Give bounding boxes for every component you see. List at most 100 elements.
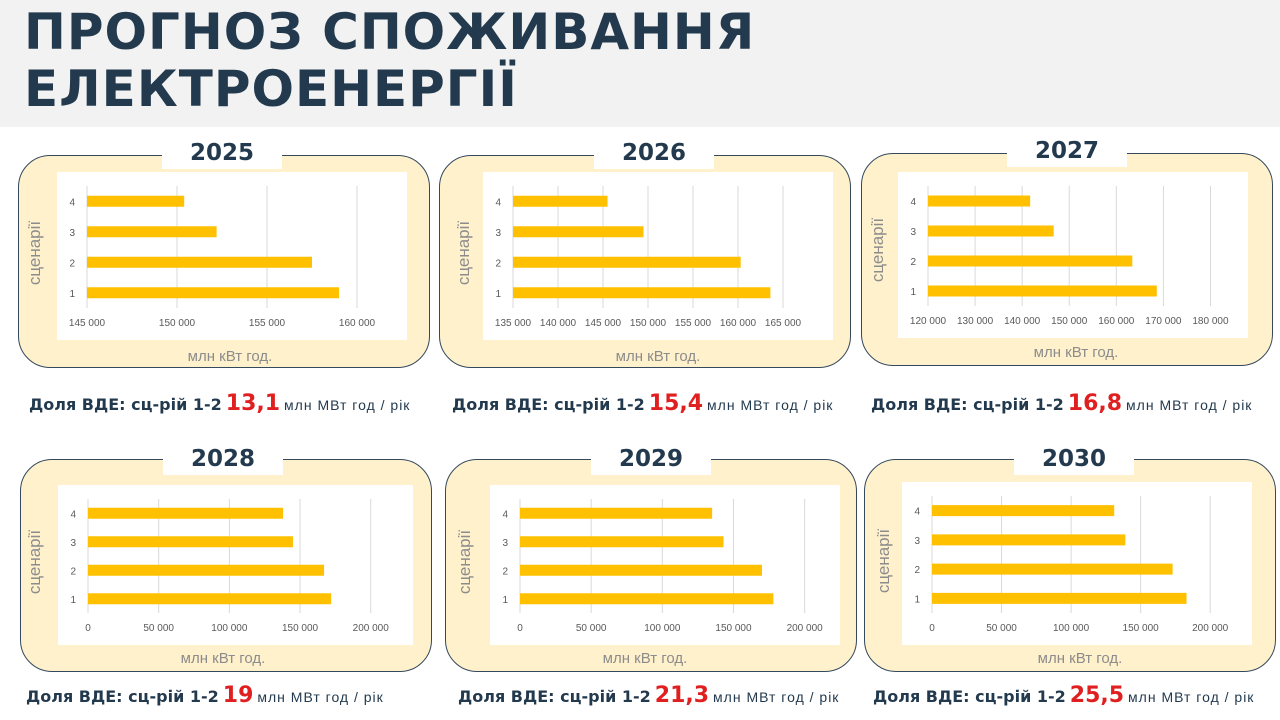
y-tick-label: 1 [502, 595, 508, 606]
x-tick-label: 130 000 [957, 316, 994, 327]
y-tick-label: 3 [502, 538, 508, 549]
y-tick-label: 1 [69, 289, 75, 300]
y-axis-label-2028: сценарії [25, 529, 44, 595]
vde-share-value: 21,3 [654, 683, 710, 708]
x-tick-label: 50 000 [576, 623, 607, 634]
x-tick-label: 0 [85, 623, 91, 634]
plot-area-2025: 145 000 150 000 155 000 160 000 1 2 3 4 [57, 172, 407, 340]
x-tick-label: 150 000 [159, 318, 196, 329]
x-tick-label: 155 000 [249, 318, 286, 329]
x-tick-label: 200 000 [1192, 623, 1229, 634]
y-tick-label: 3 [910, 227, 916, 238]
x-tick-label: 0 [517, 623, 523, 634]
vde-share-2030: Доля ВДЕ: сц-рій 1-2 25,5 млн МВт год / рі… [873, 683, 1254, 708]
x-axis-label-2030: млн кВт год. [1037, 650, 1123, 667]
y-axis-label-2029: сценарії [455, 529, 474, 595]
bar-scenario-3 [88, 536, 293, 548]
vde-share-unit: млн МВт год / рік [284, 397, 411, 413]
vde-share-2029: Доля ВДЕ: сц-рій 1-2 21,3 млн МВт год / рі… [458, 683, 839, 708]
y-tick-label: 4 [70, 509, 76, 520]
x-tick-label: 50 000 [986, 623, 1017, 634]
x-axis-label-2029: млн кВт год. [602, 650, 688, 667]
bar-scenario-1 [928, 285, 1157, 297]
x-tick-label: 150 000 [630, 318, 667, 329]
year-label-2030: 2030 [1014, 443, 1134, 475]
x-tick-label: 160 000 [339, 318, 376, 329]
chart-svg-2026: 135 000 140 000 145 000 150 000 155 000 160 0… [495, 186, 802, 329]
y-tick-label: 3 [70, 538, 76, 549]
x-tick-label: 120 000 [910, 316, 947, 327]
plot-area-2029: 0 50 000 100 000 150 000 200 000 1 2 3 4 [490, 485, 840, 645]
x-tick-label: 180 000 [1192, 316, 1229, 327]
vde-share-2025: Доля ВДЕ: сц-рій 1-2 13,1 млн МВт год / рі… [29, 391, 410, 416]
bar-scenario-4 [88, 507, 284, 519]
chart-svg-2028: 0 50 000 100 000 150 000 200 000 1 2 3 4 [70, 499, 390, 634]
bar-scenario-1 [520, 593, 774, 605]
plot-area-2027: 120 000 130 000 140 000 150 000 160 000 170 0… [898, 172, 1248, 338]
page-title-line-2: ЕЛЕКТРОЕНЕРГІЇ [24, 60, 518, 118]
x-tick-label: 170 000 [1145, 316, 1182, 327]
bar-scenario-1 [88, 593, 332, 605]
x-axis-label-2026: млн кВт год. [615, 348, 701, 365]
y-tick-label: 2 [910, 257, 916, 268]
x-axis-label-2027: млн кВт год. [1033, 344, 1119, 361]
x-tick-label: 155 000 [675, 318, 712, 329]
x-tick-label: 140 000 [1004, 316, 1041, 327]
y-tick-label: 1 [910, 287, 916, 298]
vde-share-unit: млн МВт год / рік [257, 689, 384, 705]
year-label-2029: 2029 [591, 443, 711, 475]
year-label-2025: 2025 [162, 137, 282, 169]
bar-scenario-4 [87, 195, 185, 207]
y-tick-label: 1 [914, 594, 920, 605]
x-tick-label: 145 000 [69, 318, 106, 329]
y-tick-label: 4 [69, 197, 75, 208]
plot-area-2028: 0 50 000 100 000 150 000 200 000 1 2 3 4 [58, 485, 413, 645]
x-tick-label: 200 000 [353, 623, 390, 634]
year-label-2026: 2026 [594, 137, 714, 169]
x-tick-label: 100 000 [644, 623, 681, 634]
bar-scenario-2 [87, 256, 312, 268]
bar-scenario-4 [928, 195, 1031, 207]
x-tick-label: 150 000 [715, 623, 752, 634]
bar-scenario-2 [513, 256, 741, 268]
vde-share-unit: млн МВт год / рік [713, 689, 840, 705]
x-tick-label: 140 000 [540, 318, 577, 329]
bar-scenario-2 [520, 564, 762, 576]
vde-share-value: 15,4 [648, 391, 704, 416]
y-tick-label: 2 [914, 565, 920, 576]
bar-scenario-4 [520, 507, 713, 519]
x-tick-label: 100 000 [211, 623, 248, 634]
bar-scenario-2 [928, 255, 1133, 267]
y-tick-label: 1 [70, 595, 76, 606]
vde-share-unit: млн МВт год / рік [707, 397, 834, 413]
bar-scenario-4 [513, 195, 608, 207]
bar-scenario-1 [932, 592, 1187, 604]
chart-svg-2029: 0 50 000 100 000 150 000 200 000 1 2 3 4 [502, 499, 823, 634]
vde-share-2026: Доля ВДЕ: сц-рій 1-2 15,4 млн МВт год / рі… [452, 391, 833, 416]
x-axis-label-2028: млн кВт год. [180, 650, 266, 667]
x-tick-label: 0 [929, 623, 935, 634]
x-tick-label: 100 000 [1053, 623, 1090, 634]
bar-scenario-3 [932, 534, 1126, 546]
x-tick-label: 165 000 [765, 318, 802, 329]
chart-svg-2027: 120 000 130 000 140 000 150 000 160 000 170 0… [910, 186, 1229, 327]
x-tick-label: 150 000 [282, 623, 319, 634]
y-tick-label: 4 [502, 509, 508, 520]
y-axis-label-2030: сценарії [874, 528, 893, 594]
bar-scenario-1 [513, 287, 771, 299]
vde-share-label: Доля ВДЕ: сц-рій 1-2 [29, 395, 222, 414]
page-title-line-1: ПРОГНОЗ СПОЖИВАННЯ [24, 3, 756, 61]
vde-share-2028: Доля ВДЕ: сц-рій 1-2 19 млн МВт год / рік [26, 683, 384, 708]
chart-svg-2030: 0 50 000 100 000 150 000 200 000 1 2 3 4 [914, 496, 1229, 634]
vde-share-label: Доля ВДЕ: сц-рій 1-2 [458, 687, 651, 706]
y-tick-label: 2 [70, 566, 76, 577]
year-label-2028: 2028 [163, 443, 283, 475]
chart-svg-2025: 145 000 150 000 155 000 160 000 1 2 3 4 [69, 186, 376, 329]
x-tick-label: 150 000 [1123, 623, 1160, 634]
x-axis-label-2025: млн кВт год. [187, 348, 273, 365]
y-tick-label: 2 [502, 566, 508, 577]
vde-share-2027: Доля ВДЕ: сц-рій 1-2 16,8 млн МВт год / рі… [871, 391, 1252, 416]
y-tick-label: 4 [495, 197, 501, 208]
y-tick-label: 4 [910, 197, 916, 208]
y-axis-label-2027: сценарії [868, 217, 887, 283]
